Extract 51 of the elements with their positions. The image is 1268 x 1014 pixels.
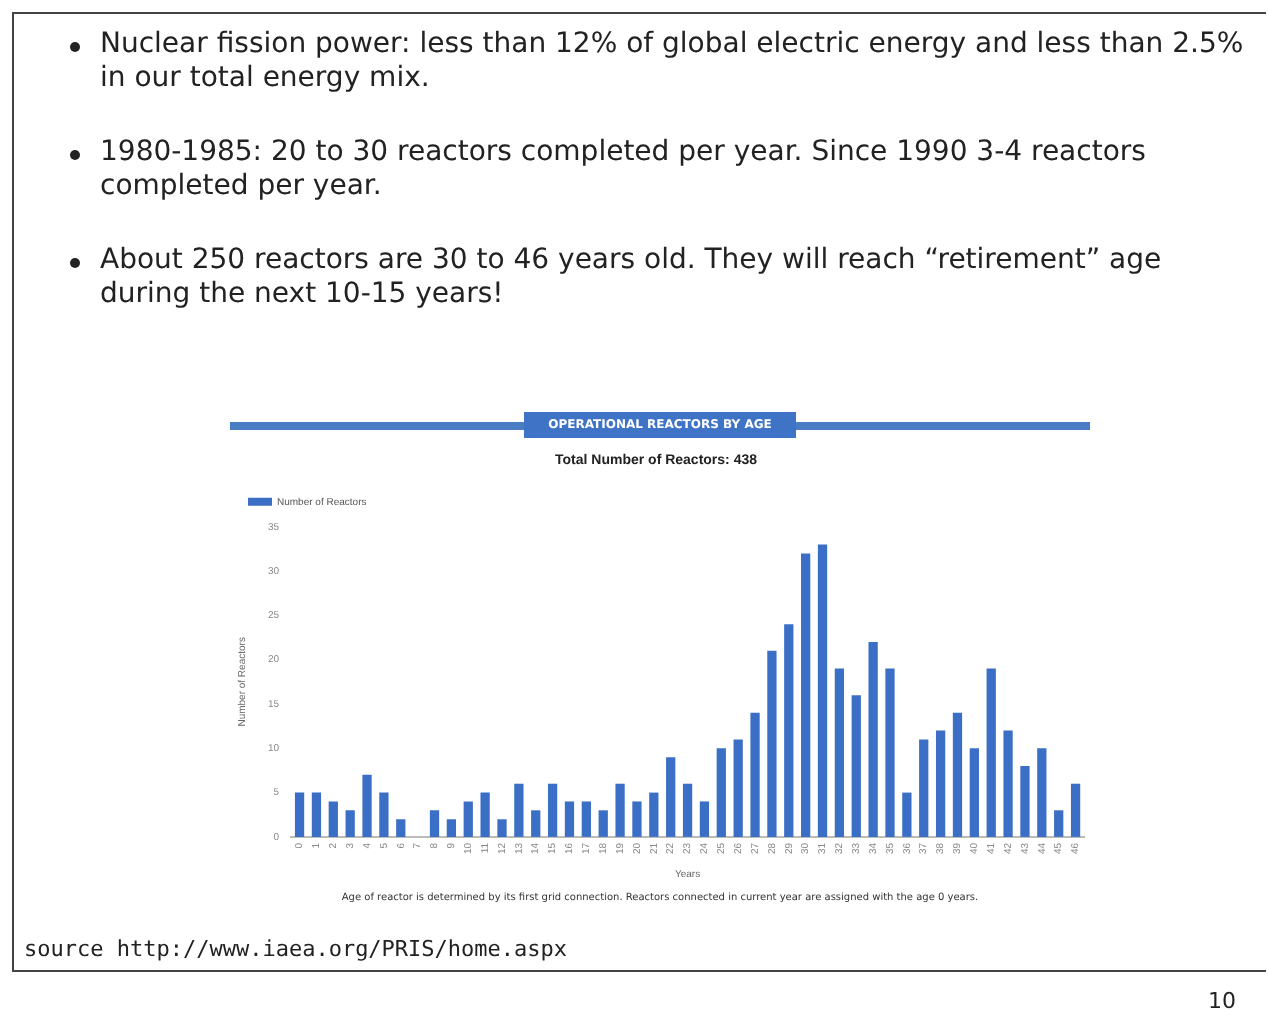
bar xyxy=(497,819,507,837)
bar xyxy=(902,792,912,837)
bar xyxy=(581,801,591,837)
bar xyxy=(1037,748,1047,837)
bar xyxy=(666,757,676,837)
bar xyxy=(885,668,895,837)
bar xyxy=(362,774,372,837)
bar xyxy=(294,792,305,837)
bar xyxy=(1020,766,1030,837)
bar xyxy=(834,668,845,837)
bar xyxy=(649,792,659,837)
bar xyxy=(345,810,355,837)
bar xyxy=(952,712,963,837)
bar xyxy=(446,819,457,837)
bar xyxy=(784,624,794,837)
bar xyxy=(682,783,693,837)
text: Nuclear fission power: less than 12% of global electric energy and less than 2.5% in our total energy mix. xyxy=(98,28,1246,96)
bar xyxy=(969,748,979,837)
bar xyxy=(851,695,861,837)
bar xyxy=(514,783,524,837)
bar xyxy=(480,792,490,837)
bar xyxy=(716,748,726,837)
bar xyxy=(379,792,389,837)
bar xyxy=(868,641,878,837)
bar xyxy=(615,783,625,837)
bar xyxy=(767,650,777,837)
bar xyxy=(531,810,541,837)
bar xyxy=(817,544,828,837)
bar xyxy=(699,801,710,837)
bar xyxy=(750,712,760,837)
bar xyxy=(598,810,608,837)
bar xyxy=(547,783,558,837)
bar xyxy=(463,801,473,837)
text: About 250 reactors are 30 to 46 years old. They will reach “retirement” age during the next 10-15 years! xyxy=(98,244,1164,312)
text: 1980-1985: 20 to 30 reactors completed per year. Since 1990 3-4 reactors completed per year. xyxy=(98,136,1148,204)
bar xyxy=(429,810,440,837)
text: 10 xyxy=(1208,988,1236,1014)
bar xyxy=(919,739,929,837)
bar xyxy=(986,668,996,837)
bar xyxy=(1054,810,1064,837)
bar xyxy=(632,801,642,837)
bar xyxy=(801,553,811,837)
bar xyxy=(564,801,575,837)
bar xyxy=(396,819,406,837)
bar xyxy=(1003,730,1013,837)
bar xyxy=(1070,783,1081,837)
bar xyxy=(311,792,322,837)
bar xyxy=(733,739,743,837)
bar xyxy=(328,801,338,837)
bar xyxy=(935,730,946,837)
source-note: source http://www.iaea.org/PRIS/home.aspx xyxy=(24,936,568,962)
